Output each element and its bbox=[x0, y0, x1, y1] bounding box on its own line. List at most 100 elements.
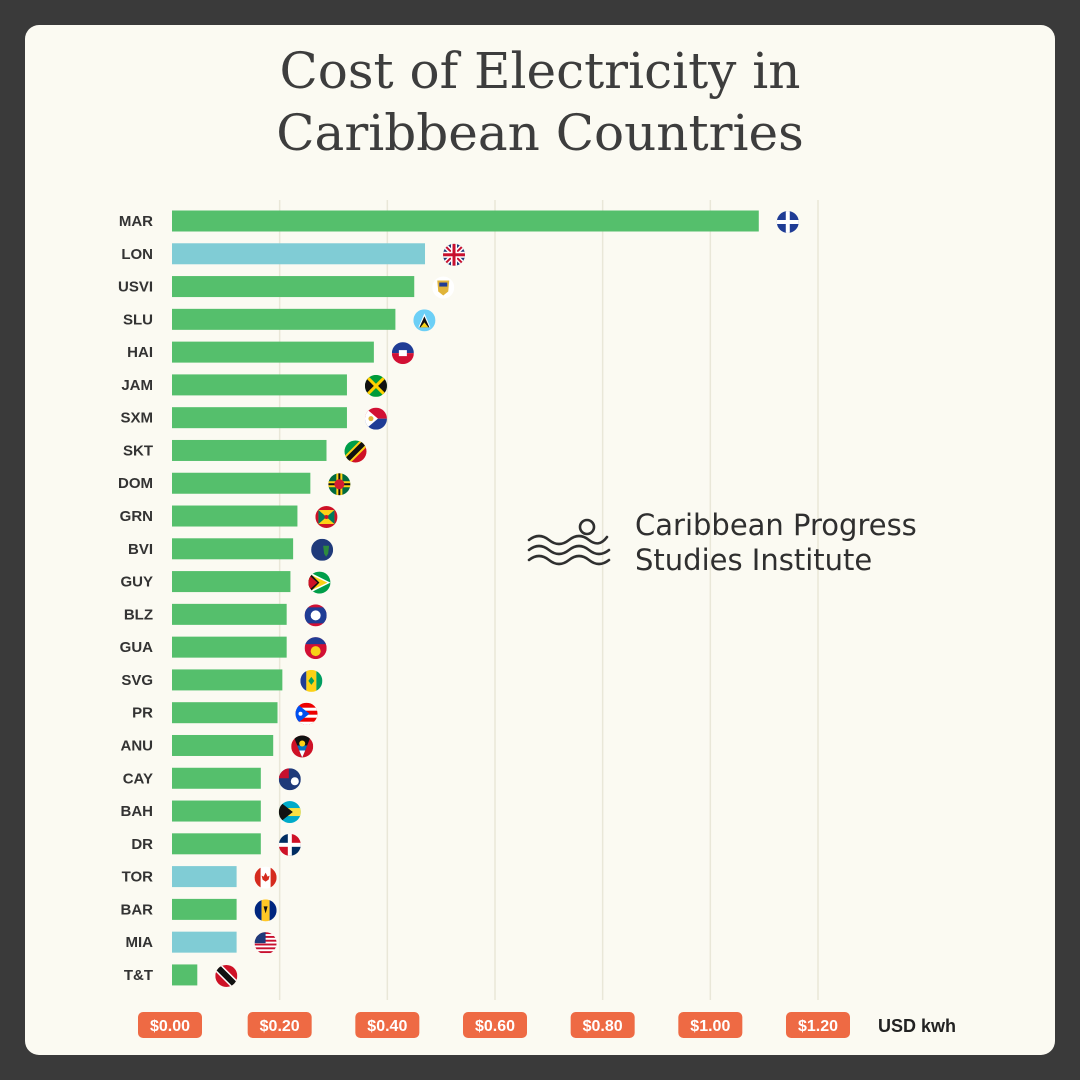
category-label: GUA bbox=[120, 639, 154, 656]
bar-row: MIA bbox=[126, 931, 277, 955]
x-tick: $0.00 bbox=[138, 1012, 202, 1038]
category-label: HAI bbox=[127, 344, 153, 361]
bahamas-flag-icon bbox=[278, 801, 301, 824]
category-label: GUY bbox=[120, 574, 153, 591]
bar-row: DOM bbox=[118, 472, 351, 496]
x-tick-pill bbox=[138, 1012, 202, 1038]
category-label: GRN bbox=[120, 508, 153, 525]
bar-row: GRN bbox=[120, 505, 338, 529]
bar-row: USVI bbox=[118, 276, 455, 299]
bar-mia bbox=[172, 931, 237, 953]
canada-flag-icon bbox=[254, 866, 277, 889]
martinique-flag-icon bbox=[776, 211, 799, 233]
bar-gua bbox=[172, 636, 287, 658]
dominican-republic-flag-icon bbox=[278, 833, 301, 856]
bar-dom bbox=[172, 472, 311, 494]
bar-row: GUY bbox=[120, 571, 331, 594]
antigua-flag-icon bbox=[291, 735, 314, 758]
belize-flag-icon bbox=[304, 604, 327, 627]
bar-anu bbox=[172, 734, 274, 756]
uk-flag-icon bbox=[443, 243, 466, 266]
bar-dr bbox=[172, 833, 261, 855]
x-tick-pill bbox=[247, 1012, 312, 1038]
saint-vincent-flag-icon bbox=[300, 669, 323, 692]
haiti-flag-icon bbox=[391, 342, 414, 365]
brand-line-2: Studies Institute bbox=[635, 543, 873, 577]
bar-mar bbox=[172, 210, 759, 232]
bar-grn bbox=[172, 505, 298, 527]
brand-line-1: Caribbean Progress bbox=[635, 508, 917, 542]
bar-row: LON bbox=[121, 243, 466, 266]
sint-maarten-flag-icon bbox=[364, 407, 387, 430]
dominica-flag-icon bbox=[328, 473, 351, 496]
x-tick-label: $0.00 bbox=[150, 1018, 190, 1035]
category-label: CAY bbox=[123, 770, 153, 787]
bar-skt bbox=[172, 439, 327, 461]
bar-row: CAY bbox=[123, 767, 301, 791]
bar-row: JAM bbox=[121, 374, 387, 397]
x-tick-label: $1.20 bbox=[798, 1018, 838, 1035]
x-tick-label: $1.00 bbox=[690, 1018, 730, 1035]
bar-row: BAR bbox=[121, 898, 277, 922]
brand-logo: Caribbean Progress Studies Institute bbox=[525, 508, 917, 578]
x-tick: $1.00 bbox=[678, 1012, 743, 1038]
x-tick-pill bbox=[355, 1012, 420, 1038]
bar-bar bbox=[172, 898, 237, 920]
category-label: BAR bbox=[121, 901, 154, 918]
bar-lon bbox=[172, 243, 426, 265]
bar-row: HAI bbox=[127, 341, 414, 365]
bar-jam bbox=[172, 374, 347, 396]
category-label: MAR bbox=[119, 213, 153, 230]
bar-blz bbox=[172, 603, 287, 625]
category-label: BVI bbox=[128, 541, 153, 558]
category-label: JAM bbox=[121, 377, 153, 394]
bar-row: SLU bbox=[123, 308, 436, 332]
category-label: USVI bbox=[118, 279, 153, 296]
bar-row: ANU bbox=[121, 734, 314, 758]
category-label: MIA bbox=[126, 934, 154, 951]
category-label: BLZ bbox=[124, 606, 153, 623]
category-label: DOM bbox=[118, 475, 153, 492]
british-virgin-islands-flag-icon bbox=[311, 538, 334, 561]
bar-guy bbox=[172, 571, 291, 593]
us-virgin-islands-flag-icon bbox=[432, 276, 455, 299]
bar-usvi bbox=[172, 276, 415, 298]
title-line-2: Caribbean Countries bbox=[276, 104, 804, 162]
category-label: BAH bbox=[121, 803, 154, 820]
bar-row: SVG bbox=[121, 669, 323, 692]
bar-tt bbox=[172, 964, 198, 986]
usa-flag-icon bbox=[254, 932, 277, 955]
bar-bvi bbox=[172, 538, 294, 560]
category-label: T&T bbox=[124, 967, 153, 984]
category-label: DR bbox=[131, 836, 153, 853]
bar-row: MAR bbox=[119, 210, 799, 233]
bar-row: PR bbox=[132, 702, 318, 725]
x-tick: $0.60 bbox=[462, 1012, 527, 1038]
chart-title: Cost of Electricity in Caribbean Countri… bbox=[0, 40, 1080, 164]
x-tick-pill bbox=[570, 1012, 635, 1038]
category-label: ANU bbox=[121, 737, 154, 754]
bar-tor bbox=[172, 866, 237, 888]
x-tick-pill bbox=[678, 1012, 743, 1038]
puerto-rico-flag-icon bbox=[295, 702, 318, 725]
category-label: SKT bbox=[123, 442, 153, 459]
x-tick: $0.20 bbox=[247, 1012, 312, 1038]
bar-row: T&T bbox=[124, 964, 238, 987]
saint-lucia-flag-icon bbox=[413, 309, 436, 332]
bar-row: BAH bbox=[121, 800, 301, 824]
saint-kitts-flag-icon bbox=[344, 440, 367, 463]
category-label: LON bbox=[121, 246, 153, 263]
x-tick-label: $0.80 bbox=[583, 1018, 623, 1035]
bar-row: DR bbox=[131, 833, 301, 856]
cayman-islands-flag-icon bbox=[278, 768, 301, 791]
bar-row: SXM bbox=[120, 407, 387, 430]
category-label: SXM bbox=[120, 410, 153, 427]
bar-hai bbox=[172, 341, 374, 363]
grenada-flag-icon bbox=[315, 506, 338, 529]
x-tick-pill bbox=[785, 1012, 850, 1038]
x-axis-unit-label: USD kwh bbox=[878, 1016, 956, 1036]
bar-row: SKT bbox=[123, 439, 367, 463]
category-label: PR bbox=[132, 705, 153, 722]
category-label: SLU bbox=[123, 311, 153, 328]
bar-svg bbox=[172, 669, 283, 691]
